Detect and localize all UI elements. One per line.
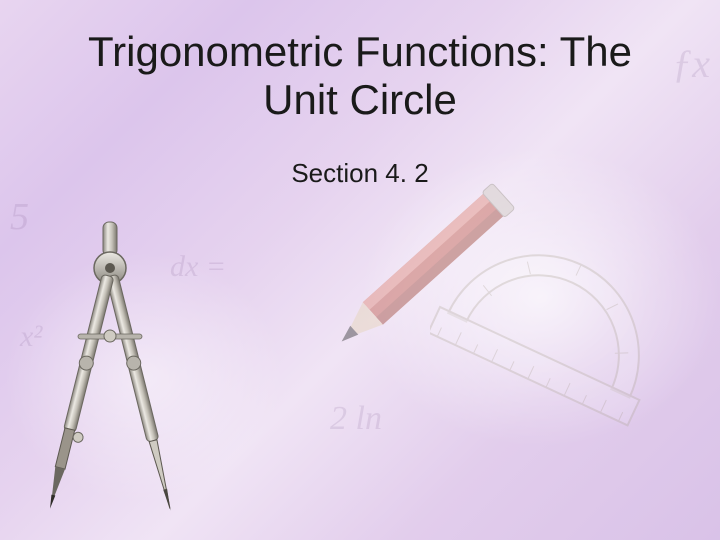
bg-math-text: 2 ln: [330, 400, 382, 438]
bg-math-text: dx =: [170, 250, 226, 284]
compass-icon: [20, 216, 200, 536]
bg-math-text: ƒx: [672, 40, 710, 87]
bg-math-text: x²: [20, 320, 42, 354]
slide: 5 dx = 2 ln ƒx x²: [0, 0, 720, 540]
pencil-icon: [280, 150, 540, 410]
protractor-icon: [430, 180, 690, 440]
slide-title: Trigonometric Functions: The Unit Circle: [55, 28, 665, 125]
slide-subtitle: Section 4. 2: [55, 158, 665, 189]
bg-math-text: 5: [10, 195, 29, 239]
